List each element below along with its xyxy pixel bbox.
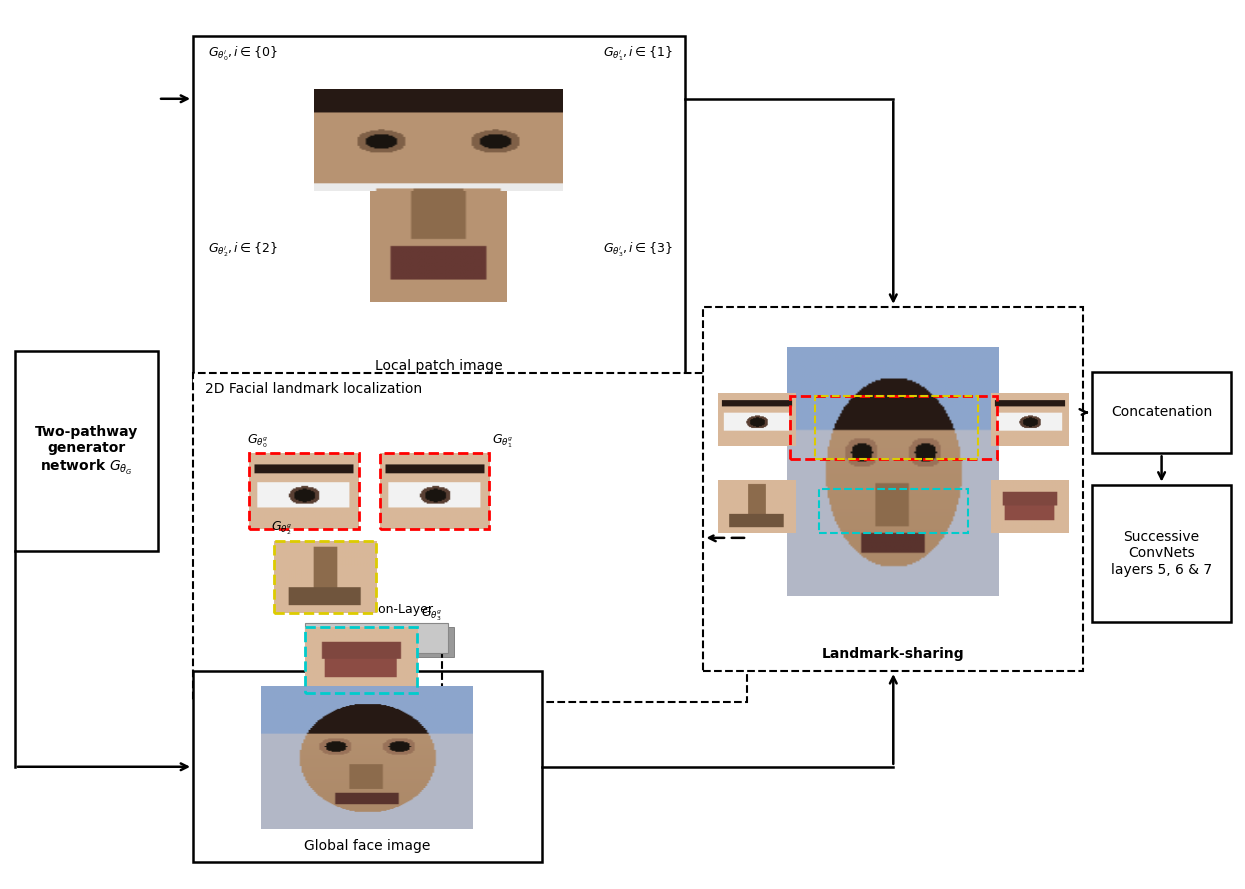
Bar	[193, 36, 685, 387]
Text: Local patch image: Local patch image	[375, 359, 503, 373]
Text: $G_{\theta_0^g}$: $G_{\theta_0^g}$	[247, 432, 268, 450]
Text: $G_{\theta_3^g}$: $G_{\theta_3^g}$	[421, 605, 442, 623]
Text: $G_{\theta_1^g}$: $G_{\theta_1^g}$	[492, 432, 513, 450]
Bar	[274, 541, 376, 613]
Bar	[305, 623, 448, 653]
Bar	[193, 373, 747, 702]
Text: Landmark-sharing: Landmark-sharing	[822, 646, 965, 661]
Bar	[819, 489, 969, 533]
Bar	[311, 627, 454, 657]
Text: Global face image: Global face image	[304, 839, 431, 853]
Bar	[249, 453, 359, 529]
Text: $G_{\theta_1^l}, i \in \{1\}$: $G_{\theta_1^l}, i \in \{1\}$	[603, 44, 672, 63]
Bar	[1092, 372, 1231, 453]
Text: Convolution-Layer: Convolution-Layer	[320, 603, 433, 616]
Text: $G_{\theta_3^l}, i \in \{3\}$: $G_{\theta_3^l}, i \in \{3\}$	[603, 240, 672, 259]
Text: $G_{\theta_2^l}, i \in \{2\}$: $G_{\theta_2^l}, i \in \{2\}$	[208, 240, 278, 259]
Text: $G_{\theta_2^g}$: $G_{\theta_2^g}$	[271, 519, 293, 537]
Bar	[305, 627, 417, 693]
Text: 2D Facial landmark localization: 2D Facial landmark localization	[205, 382, 422, 396]
Bar	[380, 453, 489, 529]
Text: Two-pathway
generator
network $G_{\theta_G}$: Two-pathway generator network $G_{\theta…	[35, 425, 138, 477]
Bar	[814, 396, 979, 459]
Bar	[791, 396, 997, 459]
Bar	[1092, 485, 1231, 622]
Bar	[703, 307, 1083, 671]
Text: $G_{\theta_0^l}, i \in \{0\}$: $G_{\theta_0^l}, i \in \{0\}$	[208, 44, 278, 63]
Text: Concatenation: Concatenation	[1111, 405, 1213, 420]
Bar	[193, 671, 542, 862]
Text: Successive
ConvNets
layers 5, 6 & 7: Successive ConvNets layers 5, 6 & 7	[1111, 530, 1213, 577]
Bar	[15, 351, 158, 551]
